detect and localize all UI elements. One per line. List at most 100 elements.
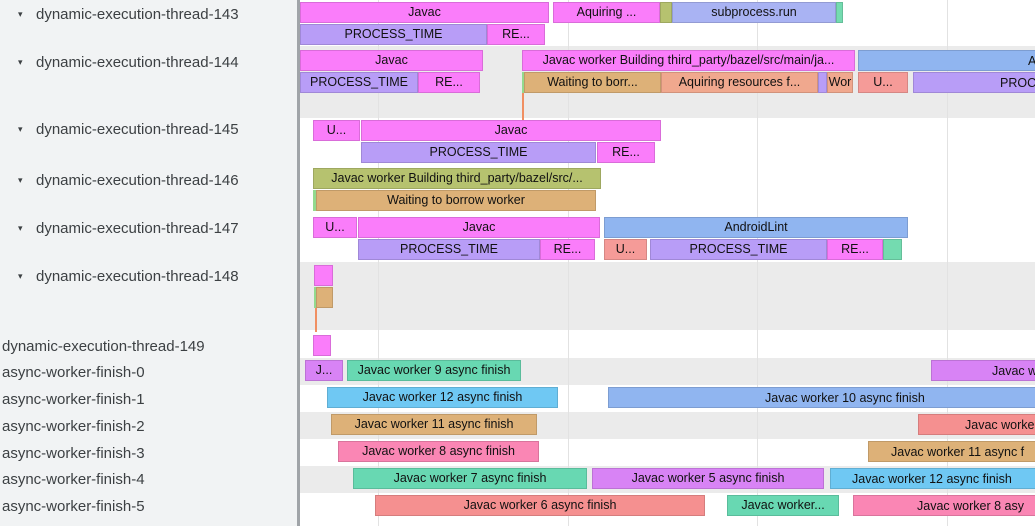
timeline-slice[interactable]: Aquiring resources f... bbox=[661, 72, 818, 93]
track-name: async-worker-finish-1 bbox=[2, 390, 145, 408]
gridline bbox=[568, 0, 569, 526]
track-name: dynamic-execution-thread-149 bbox=[2, 337, 205, 355]
timeline-slice[interactable]: Javac w bbox=[931, 360, 1035, 381]
slice-label: RE... bbox=[841, 242, 869, 256]
timeline-slice[interactable]: Javac bbox=[300, 50, 483, 71]
timeline-slice[interactable]: Javac bbox=[361, 120, 661, 141]
timeline-slice[interactable]: Wor bbox=[827, 72, 853, 93]
timeline-slice[interactable]: Javac worker 12 async finish bbox=[830, 468, 1035, 489]
timeline-slice[interactable] bbox=[314, 265, 333, 286]
instant-marker[interactable] bbox=[315, 308, 317, 332]
timeline-slice[interactable]: Javac worker 6 async finish bbox=[375, 495, 705, 516]
timeline-slice[interactable]: Javac worker 7 async finish bbox=[353, 468, 587, 489]
timeline-slice[interactable]: PROCESS_TIME bbox=[650, 239, 827, 260]
timeline-slice[interactable] bbox=[313, 190, 316, 211]
track-sidebar: ▾ dynamic-execution-thread-143 ▾ dynamic-ex… bbox=[0, 0, 297, 526]
track-name: dynamic-execution-thread-145 bbox=[36, 120, 239, 138]
timeline-slice[interactable]: Javac worker 11 async finish bbox=[331, 414, 537, 435]
slice-label: Javac worker 7 async finish bbox=[393, 471, 547, 485]
timeline-slice[interactable]: Waiting to borr... bbox=[524, 72, 661, 93]
slice-label: Javac bbox=[375, 53, 408, 67]
timeline-slice[interactable]: PROCESS_TIME bbox=[361, 142, 596, 163]
timeline-slice[interactable]: RE... bbox=[487, 24, 545, 45]
timeline-slice[interactable] bbox=[660, 2, 672, 23]
timeline-slice[interactable]: AndroidLint bbox=[604, 217, 908, 238]
track-name: async-worker-finish-2 bbox=[2, 417, 145, 435]
track-name: async-worker-finish-0 bbox=[2, 363, 145, 381]
timeline-slice[interactable]: Javac worker 10 async finish bbox=[608, 387, 1035, 408]
collapse-arrow-icon[interactable]: ▾ bbox=[18, 222, 23, 233]
timeline-slice[interactable] bbox=[316, 287, 333, 308]
timeline-slice[interactable]: PROCE bbox=[913, 72, 1035, 93]
timeline-slice[interactable]: Javac worke bbox=[918, 414, 1035, 435]
timeline-slice[interactable]: RE... bbox=[418, 72, 480, 93]
timeline-slice[interactable]: RE... bbox=[540, 239, 595, 260]
timeline-slice[interactable]: Javac worker 8 async finish bbox=[338, 441, 539, 462]
slice-label: Aquiring resources f... bbox=[678, 75, 801, 89]
timeline-slice[interactable]: PROCESS_TIME bbox=[300, 72, 418, 93]
timeline-slice[interactable]: Javac worker 5 async finish bbox=[592, 468, 824, 489]
track-label-row[interactable]: ▾ dynamic-execution-thread-145 bbox=[0, 118, 297, 140]
track-label-row[interactable]: async-worker-finish-3 bbox=[0, 442, 297, 464]
timeline-slice[interactable]: RE... bbox=[827, 239, 883, 260]
track-label-row[interactable]: ▾ dynamic-execution-thread-147 bbox=[0, 217, 297, 239]
collapse-arrow-icon[interactable]: ▾ bbox=[18, 123, 23, 134]
timeline-slice[interactable]: Javac worker Building third_party/bazel/… bbox=[522, 50, 855, 71]
track-label-row[interactable]: ▾ dynamic-execution-thread-144 bbox=[0, 51, 297, 73]
timeline-slice[interactable] bbox=[522, 72, 524, 93]
slice-label: Aquiring ... bbox=[576, 5, 637, 19]
slice-label: RE... bbox=[612, 145, 640, 159]
timeline-slice[interactable]: subprocess.run bbox=[672, 2, 836, 23]
track-label-row[interactable]: ▾ dynamic-execution-thread-143 bbox=[0, 3, 297, 25]
slice-label: Javac bbox=[462, 220, 496, 234]
collapse-arrow-icon[interactable]: ▾ bbox=[18, 56, 23, 67]
instant-marker[interactable] bbox=[522, 93, 524, 120]
track-label-row[interactable]: async-worker-finish-0 bbox=[0, 361, 297, 383]
timeline-slice[interactable]: PROCESS_TIME bbox=[300, 24, 487, 45]
track-label-row[interactable]: async-worker-finish-5 bbox=[0, 495, 297, 517]
timeline-slice[interactable]: U... bbox=[604, 239, 647, 260]
collapse-arrow-icon[interactable]: ▾ bbox=[18, 8, 23, 19]
track-label-row[interactable]: async-worker-finish-1 bbox=[0, 388, 297, 410]
collapse-arrow-icon[interactable]: ▾ bbox=[18, 270, 23, 281]
timeline-slice[interactable] bbox=[313, 335, 331, 356]
slice-label: U... bbox=[326, 123, 347, 137]
slice-label: PROCESS_TIME bbox=[344, 27, 443, 41]
timeline-slice[interactable]: Javac worker 12 async finish bbox=[327, 387, 558, 408]
timeline-slice[interactable]: U... bbox=[858, 72, 908, 93]
timeline-slice[interactable]: Aquiring ... bbox=[553, 2, 660, 23]
slice-label: PROCESS_TIME bbox=[400, 242, 498, 256]
slice-label: Javac worker 10 async finish bbox=[765, 391, 925, 405]
slice-label: A bbox=[1028, 52, 1035, 70]
timeline-slice[interactable]: PROCESS_TIME bbox=[358, 239, 540, 260]
timeline-slice[interactable] bbox=[818, 72, 827, 93]
timeline-slice[interactable]: U... bbox=[313, 120, 360, 141]
track-label-row[interactable]: ▾ dynamic-execution-thread-146 bbox=[0, 169, 297, 191]
track-name: dynamic-execution-thread-146 bbox=[36, 171, 239, 189]
timeline-slice[interactable]: Javac worker... bbox=[727, 495, 839, 516]
timeline-slice[interactable]: RE... bbox=[597, 142, 655, 163]
timeline-slice[interactable]: Javac bbox=[358, 217, 600, 238]
collapse-arrow-icon[interactable]: ▾ bbox=[18, 174, 23, 185]
slice-label: subprocess.run bbox=[711, 5, 797, 19]
timeline-slice[interactable]: Javac worker 8 asy bbox=[853, 495, 1035, 516]
track-label-row[interactable]: async-worker-finish-2 bbox=[0, 415, 297, 437]
slice-label: RE... bbox=[553, 242, 582, 256]
slice-label: PROCESS_TIME bbox=[429, 145, 528, 159]
track-label-row[interactable]: dynamic-execution-thread-149 bbox=[0, 335, 297, 357]
timeline-slice[interactable]: Javac worker 9 async finish bbox=[347, 360, 521, 381]
timeline-slice[interactable]: U... bbox=[313, 217, 357, 238]
timeline-slice[interactable]: A bbox=[858, 50, 1035, 71]
timeline-slice[interactable] bbox=[836, 2, 843, 23]
timeline-slice[interactable]: J... bbox=[305, 360, 343, 381]
timeline-slice[interactable]: Javac worker 11 async f bbox=[868, 441, 1035, 462]
track-label-row[interactable]: async-worker-finish-4 bbox=[0, 468, 297, 490]
timeline-slice[interactable]: Javac bbox=[300, 2, 549, 23]
timeline-slice[interactable] bbox=[314, 287, 316, 308]
slice-label: Javac worker 6 async finish bbox=[463, 498, 617, 512]
track-label-row[interactable]: ▾ dynamic-execution-thread-148 bbox=[0, 265, 297, 287]
timeline-slice[interactable] bbox=[883, 239, 902, 260]
timeline-slice[interactable]: Javac worker Building third_party/bazel/… bbox=[313, 168, 601, 189]
timeline-slice[interactable]: Waiting to borrow worker bbox=[316, 190, 596, 211]
slice-label: Javac worker 9 async finish bbox=[357, 363, 511, 377]
